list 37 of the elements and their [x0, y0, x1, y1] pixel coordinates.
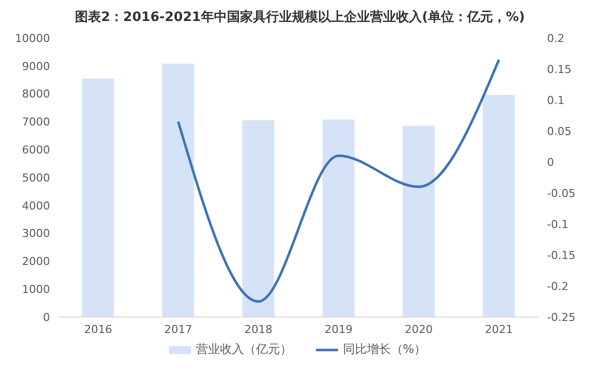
- x-tick-label: 2020: [404, 322, 433, 336]
- y-tick-label: 2000: [22, 255, 50, 268]
- y-tick-label: 5000: [22, 171, 50, 184]
- y2-tick-label: -0.25: [547, 310, 576, 324]
- y-tick-label: 1000: [22, 283, 50, 296]
- bar: [402, 126, 435, 317]
- bar: [242, 120, 274, 317]
- y2-tick-label: -0.15: [547, 248, 576, 262]
- y-tick-label: 0: [43, 310, 50, 324]
- line-series: [177, 58, 500, 303]
- bar: [82, 78, 114, 317]
- bar: [482, 94, 515, 317]
- y2-tick-label: -0.1: [547, 218, 568, 231]
- legend-label: 同比增长（%）: [342, 341, 426, 358]
- y-tick-label: 9000: [22, 60, 50, 73]
- y2-tick-label: 0.1: [547, 94, 564, 107]
- y2-tick-label: 0.2: [547, 32, 564, 45]
- x-tick-label: 2019: [324, 322, 353, 336]
- x-tick-label: 2016: [84, 322, 112, 336]
- y2-tick-label: 0: [547, 156, 554, 169]
- y-tick-label: 3000: [22, 227, 50, 240]
- bar: [322, 119, 354, 317]
- y2-tick-label: -0.2: [547, 280, 568, 293]
- y-tick-label: 8000: [22, 88, 50, 101]
- y-tick-label: 4000: [22, 199, 50, 212]
- bar: [162, 64, 194, 317]
- x-tick-label: 2017: [164, 322, 192, 336]
- y2-tick-label: 0.15: [547, 62, 572, 76]
- x-tick-label: 2018: [244, 322, 272, 336]
- y2-tick-label: -0.05: [547, 186, 576, 200]
- y-tick-label: 6000: [22, 144, 50, 157]
- chart-title: 图表2：2016-2021年中国家具行业规模以上企业营业收入(单位：亿元，%): [74, 8, 526, 26]
- y-tick-label: 7000: [22, 116, 50, 129]
- x-tick-label: 2021: [484, 322, 513, 336]
- y2-tick-label: 0.05: [547, 124, 572, 138]
- legend-label: 营业收入（亿元）: [196, 341, 292, 358]
- y-tick-label: 10000: [15, 32, 50, 45]
